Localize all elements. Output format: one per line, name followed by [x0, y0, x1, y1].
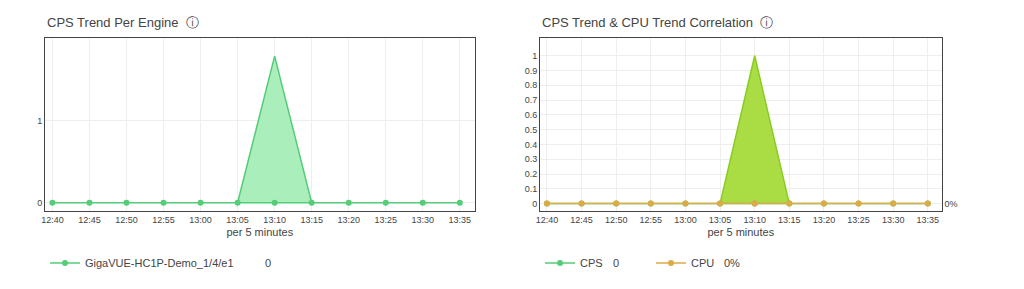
- svg-text:CPU: CPU: [691, 257, 714, 269]
- svg-text:CPS Trend & CPU Trend Correlat: CPS Trend & CPU Trend Correlation ⓘ: [542, 15, 773, 30]
- svg-text:13:00: 13:00: [189, 215, 212, 225]
- svg-text:12:45: 12:45: [78, 215, 101, 225]
- svg-text:12:55: 12:55: [640, 215, 663, 225]
- svg-text:0.8: 0.8: [525, 80, 538, 90]
- svg-text:13:25: 13:25: [374, 215, 397, 225]
- svg-text:per 5 minutes: per 5 minutes: [226, 226, 293, 238]
- svg-text:GigaVUE-HC1P-Demo_1/4/e1: GigaVUE-HC1P-Demo_1/4/e1: [85, 257, 234, 269]
- svg-text:0: 0: [37, 198, 42, 208]
- svg-text:13:00: 13:00: [674, 215, 697, 225]
- svg-text:0: 0: [613, 257, 619, 269]
- svg-text:0.4: 0.4: [525, 140, 538, 150]
- svg-text:0: 0: [265, 257, 271, 269]
- svg-text:13:15: 13:15: [778, 215, 801, 225]
- svg-text:0.9: 0.9: [525, 66, 538, 76]
- svg-text:0.6: 0.6: [525, 110, 538, 120]
- svg-text:12:50: 12:50: [605, 215, 628, 225]
- svg-text:1: 1: [532, 51, 537, 61]
- svg-text:0.1: 0.1: [525, 184, 538, 194]
- svg-text:12:45: 12:45: [570, 215, 593, 225]
- svg-text:0: 0: [532, 199, 537, 209]
- svg-text:13:30: 13:30: [412, 215, 435, 225]
- svg-text:0.7: 0.7: [525, 95, 538, 105]
- svg-text:13:35: 13:35: [917, 215, 940, 225]
- svg-text:13:35: 13:35: [449, 215, 472, 225]
- svg-text:12:40: 12:40: [536, 215, 559, 225]
- svg-text:per 5 minutes: per 5 minutes: [708, 226, 775, 238]
- svg-text:0.5: 0.5: [525, 125, 538, 135]
- svg-text:0.3: 0.3: [525, 154, 538, 164]
- svg-text:0.2: 0.2: [525, 169, 538, 179]
- svg-text:13:10: 13:10: [743, 215, 766, 225]
- svg-text:0%: 0%: [944, 199, 957, 209]
- svg-text:13:25: 13:25: [847, 215, 870, 225]
- svg-text:12:50: 12:50: [115, 215, 138, 225]
- svg-text:13:05: 13:05: [226, 215, 249, 225]
- svg-text:0%: 0%: [724, 257, 740, 269]
- svg-text:CPS: CPS: [580, 257, 603, 269]
- svg-text:13:10: 13:10: [263, 215, 286, 225]
- svg-text:13:20: 13:20: [337, 215, 360, 225]
- svg-text:13:05: 13:05: [709, 215, 732, 225]
- svg-text:CPS Trend Per Engine ⓘ: CPS Trend Per Engine ⓘ: [47, 15, 199, 30]
- svg-text:13:15: 13:15: [300, 215, 323, 225]
- svg-text:1: 1: [37, 116, 42, 126]
- svg-text:12:55: 12:55: [152, 215, 175, 225]
- svg-text:13:20: 13:20: [813, 215, 836, 225]
- svg-text:12:40: 12:40: [41, 215, 64, 225]
- svg-text:13:30: 13:30: [882, 215, 905, 225]
